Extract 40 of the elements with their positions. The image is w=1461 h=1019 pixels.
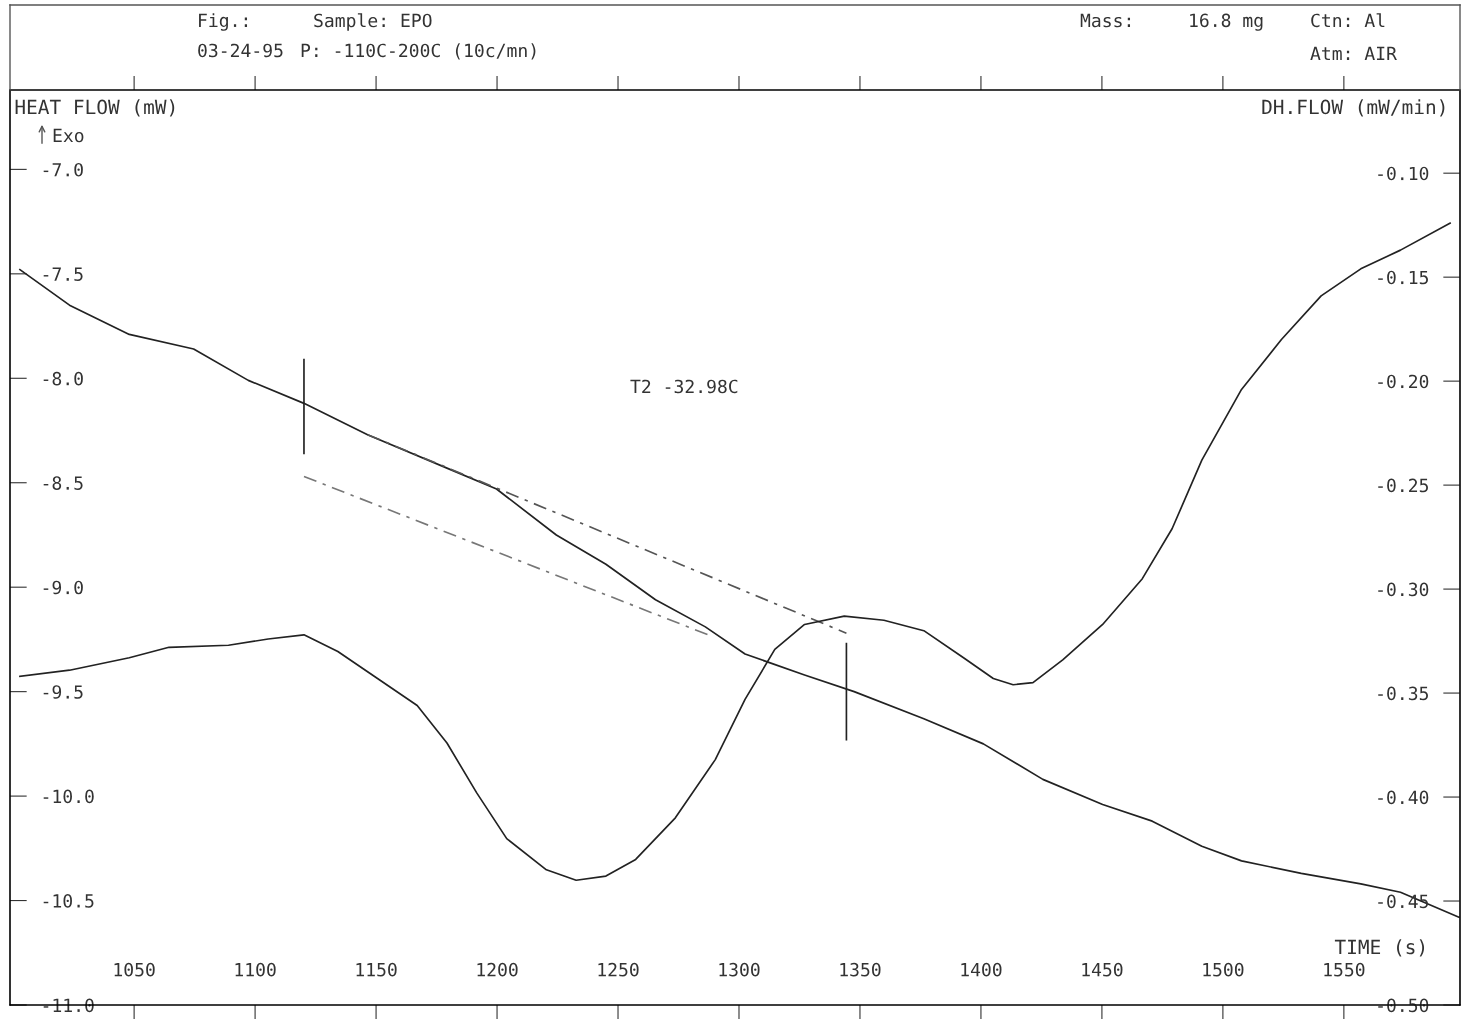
y2-axis-title: DH.FLOW (mW/min): [1262, 99, 1445, 117]
x-tick-label: 1300: [719, 962, 760, 977]
x-tick-label: 1550: [1324, 962, 1365, 977]
text: Mass:: [1080, 13, 1131, 28]
text: Sample: EPO: [314, 13, 432, 31]
y2-tick-label: -0.15: [1378, 270, 1428, 285]
y2-tick-label: -0.20: [1378, 374, 1429, 389]
x-axis-title: TIME (s): [1334, 939, 1425, 957]
text: 16.8 mg: [1190, 13, 1263, 31]
x-tick-label: 1100: [235, 962, 276, 977]
annotation: T2 -32.98C: [630, 379, 738, 394]
text: Atm: AIR: [1310, 46, 1397, 61]
y2-tick-label: -0.10: [1378, 166, 1429, 181]
y2-tick-label: -0.40: [1378, 790, 1429, 805]
y-tick-label: -7.5: [43, 267, 83, 281]
y-tick-label: -7.0: [43, 162, 83, 177]
y-tick-label: -9.5: [43, 685, 83, 699]
text: Ctn: Al: [1311, 13, 1385, 28]
y-tick-label: -8.0: [43, 371, 83, 386]
x-tick-label: 1150: [356, 962, 397, 977]
x-tick-label: 1250: [598, 962, 639, 977]
y2-tick-label: -0.30: [1378, 582, 1429, 597]
y2-tick-label: -0.35: [1378, 686, 1428, 701]
y-tick-label: -10.5: [43, 894, 94, 908]
y-axis-title: HEAT FLOW (mW): [15, 99, 175, 117]
y-tick-label: -8.5: [43, 476, 83, 490]
text: Fig.:: [199, 13, 248, 31]
y2-tick-label: -0.25: [1378, 478, 1428, 493]
text: 03-24-95: [198, 43, 283, 58]
x-tick-label: 1450: [1082, 962, 1123, 977]
x-tick-label: 1400: [961, 962, 1002, 977]
annotation: Exo: [53, 128, 84, 143]
y-tick-label: -9.0: [43, 580, 83, 595]
text: P: -110C-200C (10c/mn): [301, 43, 536, 60]
y2-tick-label: -0.45: [1378, 894, 1428, 909]
x-tick-label: 1350: [840, 962, 881, 977]
x-tick-label: 1050: [114, 962, 155, 977]
x-tick-label: 1200: [477, 962, 518, 977]
y-tick-label: -10.0: [43, 789, 94, 804]
x-tick-label: 1500: [1203, 962, 1244, 977]
